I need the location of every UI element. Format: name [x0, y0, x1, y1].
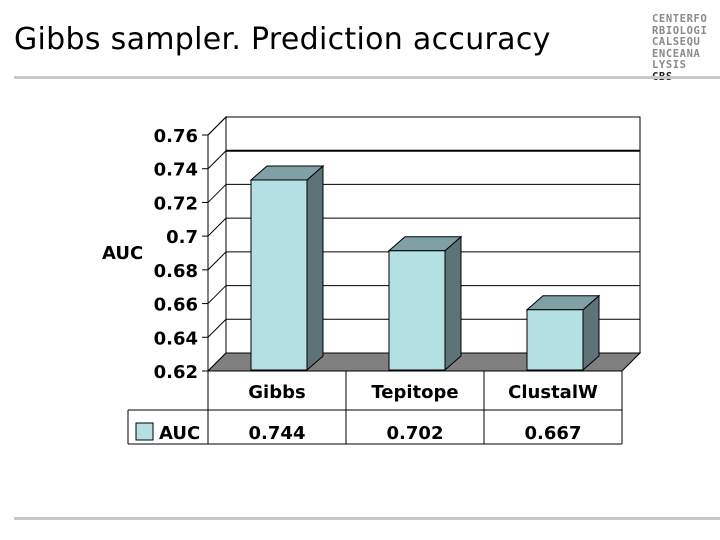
x-tick-label: Gibbs	[248, 382, 305, 403]
y-tick-label: 0.66	[154, 295, 198, 316]
logo-line: CALSEQU	[652, 36, 701, 48]
footer-divider	[14, 517, 720, 520]
plot-side-wall	[207, 115, 227, 373]
y-tick-label: 0.72	[154, 193, 198, 214]
x-tick-label: Tepitope	[371, 382, 458, 403]
logo-line-text: LYSIS	[652, 59, 687, 71]
title-divider	[14, 76, 720, 79]
gridline-diagonal	[207, 285, 227, 304]
gridline-diagonal	[207, 150, 227, 170]
x-tick-label: ClustalW	[508, 382, 598, 403]
logo-line: RBIOLOGI	[652, 24, 708, 37]
gridline-diagonal	[207, 251, 227, 271]
y-tick-label: 0.76	[154, 126, 198, 147]
bar	[388, 250, 446, 371]
y-tick-label: 0.7	[166, 227, 198, 248]
bar-side	[444, 235, 462, 372]
table-value: 0.702	[387, 423, 444, 444]
bar	[250, 179, 308, 371]
legend-label: AUC	[159, 423, 200, 444]
slide-title: Gibbs sampler. Prediction accuracy	[14, 22, 551, 57]
logo-line: ENCEANA	[652, 47, 701, 60]
legend-swatch	[135, 422, 154, 441]
gridline-diagonal	[207, 318, 227, 338]
gridline-diagonal	[207, 217, 227, 237]
gridline-diagonal	[207, 116, 227, 136]
y-tick-label: 0.62	[154, 362, 198, 383]
y-tick-label: 0.74	[154, 160, 198, 181]
bar	[526, 309, 584, 371]
bar-side	[306, 164, 324, 372]
logo-line: CENTERFO	[652, 13, 708, 25]
gridline-diagonal	[207, 184, 227, 203]
table-value: 0.667	[525, 423, 582, 444]
y-tick-label: 0.68	[154, 261, 198, 282]
table-value: 0.744	[249, 423, 306, 444]
y-axis-label: AUC	[102, 243, 143, 264]
y-tick-label: 0.64	[154, 328, 198, 349]
